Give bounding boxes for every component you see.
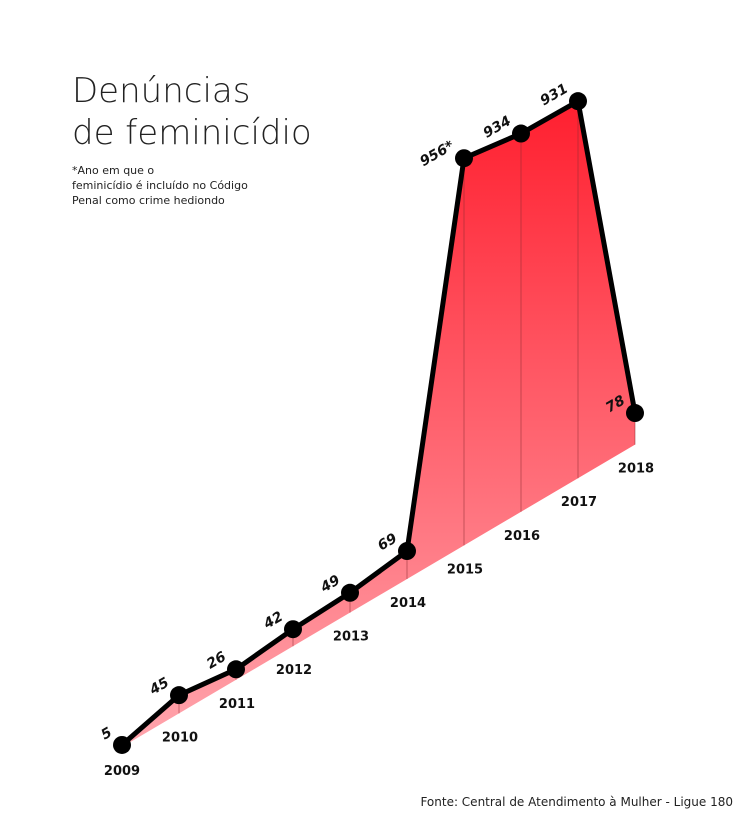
value-label: 69 <box>375 531 400 555</box>
value-label: 42 <box>260 609 286 633</box>
line <box>120 98 638 747</box>
value-label: 931 <box>538 81 571 109</box>
value-label: 45 <box>146 675 172 699</box>
point <box>455 149 473 168</box>
area <box>122 101 635 747</box>
title-block: Denúncias de feminicídio *Ano em que o femi… <box>72 71 312 207</box>
x-tick-label: 2009 <box>104 764 140 779</box>
source: Fonte: Central de Atendimento à Mulher -… <box>420 795 733 809</box>
point <box>227 660 245 679</box>
x-tick-label: 2014 <box>390 596 426 611</box>
x-tick-label: 2011 <box>219 697 255 712</box>
x-tick-label: 2018 <box>618 462 654 477</box>
x-tick-label: 2016 <box>504 529 540 544</box>
x-tick-label: 2010 <box>162 730 198 745</box>
value-label: 5 <box>99 724 116 743</box>
point <box>398 542 416 561</box>
x-tick-label: 2012 <box>276 663 312 678</box>
point <box>113 735 131 754</box>
point <box>626 404 644 423</box>
note: *Ano em que o feminicídio é incluído no C… <box>72 164 248 207</box>
chart-title: Denúncias de feminicídio <box>72 71 312 153</box>
point <box>341 583 359 602</box>
value-label: 26 <box>204 649 229 673</box>
point <box>170 686 188 705</box>
x-tick-label: 2017 <box>561 495 597 510</box>
x-tick-label: 2015 <box>447 562 483 577</box>
point <box>284 620 302 639</box>
value-label: 956* <box>417 137 457 169</box>
value-label: 49 <box>317 572 343 596</box>
point <box>512 124 530 143</box>
point <box>569 92 587 111</box>
x-tick-label: 2013 <box>333 630 369 645</box>
